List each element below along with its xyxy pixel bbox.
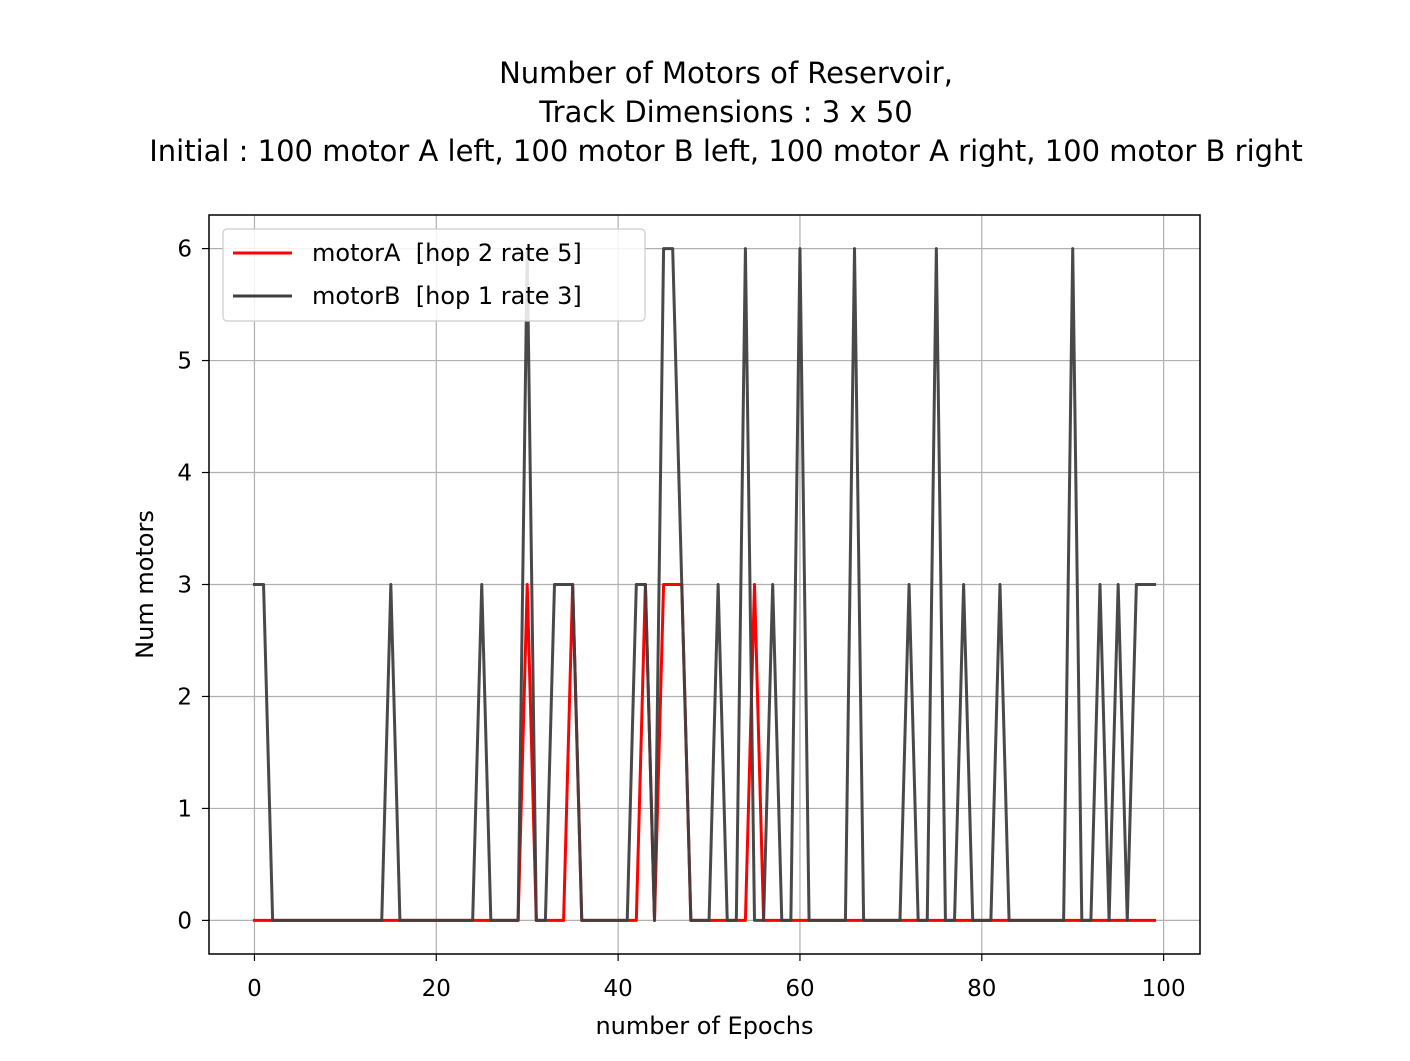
x-tick-label: 20 — [422, 976, 451, 1002]
chart-title-line: Initial : 100 motor A left, 100 motor B … — [149, 134, 1303, 168]
plot-lines — [252, 247, 1157, 922]
grid — [209, 215, 1200, 954]
y-tick-label: 3 — [177, 573, 192, 599]
legend-entry: motorA [hop 2 rate 5] — [312, 239, 582, 267]
legend: motorA [hop 2 rate 5] motorB [hop 1 rate … — [222, 228, 646, 322]
series-line-motor-b — [252, 247, 1157, 922]
x-axis-label: number of Epochs — [595, 1012, 813, 1040]
legend-entry: motorB [hop 1 rate 3] — [312, 282, 582, 310]
x-tick-label: 100 — [1142, 976, 1186, 1002]
x-tick-label: 0 — [247, 976, 262, 1002]
chart-title-line: Track Dimensions : 3 x 50 — [538, 95, 913, 129]
y-tick-label: 5 — [177, 349, 192, 375]
legend-box — [222, 228, 646, 322]
chart-title: Number of Motors of Reservoir, Track Dime… — [149, 56, 1303, 168]
y-tick-label: 2 — [177, 684, 192, 710]
axis-ticks: 0 20 40 60 80 100 0 1 2 3 4 5 6 — [177, 237, 1185, 1002]
x-tick-label: 80 — [967, 976, 996, 1002]
y-tick-label: 4 — [177, 461, 192, 487]
x-tick-label: 60 — [785, 976, 814, 1002]
chart-title-line: Number of Motors of Reservoir, — [499, 56, 953, 90]
x-tick-label: 40 — [603, 976, 632, 1002]
y-axis-label: Num motors — [131, 510, 159, 659]
y-tick-label: 0 — [177, 908, 192, 934]
y-tick-label: 6 — [177, 237, 192, 263]
y-tick-label: 1 — [177, 796, 192, 822]
